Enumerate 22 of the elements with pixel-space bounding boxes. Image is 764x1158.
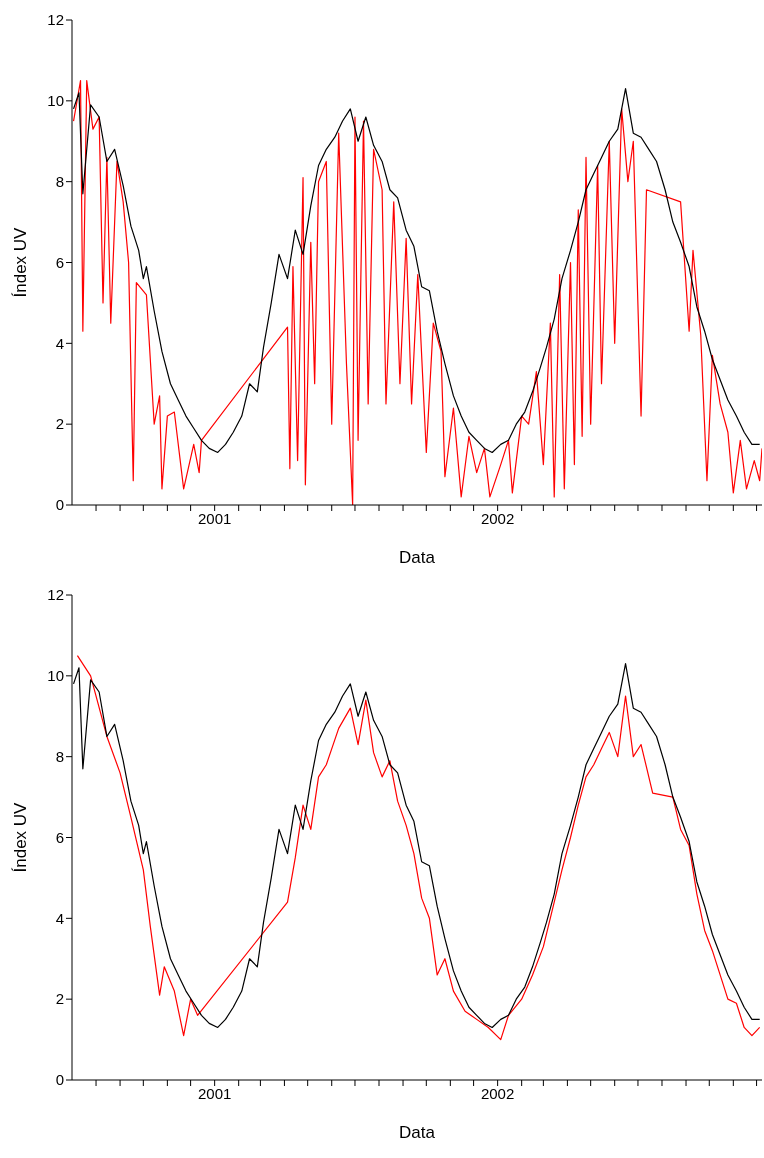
- y-tick-label: 8: [55, 747, 64, 765]
- y-tick-label: 8: [55, 172, 64, 190]
- y-tick-label: 2: [55, 990, 64, 1008]
- y-axis-title: Índex UV: [11, 226, 31, 298]
- y-tick-label: 2: [55, 415, 64, 433]
- x-tick-label: 2001: [197, 1084, 232, 1102]
- y-axis-title: Índex UV: [11, 801, 31, 873]
- y-tick-label: 0: [55, 496, 64, 514]
- y-tick-label: 4: [55, 334, 64, 352]
- x-tick-label: 2001: [197, 509, 232, 527]
- y-tick-label: 0: [55, 1071, 64, 1089]
- y-tick-label: 6: [55, 828, 64, 846]
- y-tick-label: 10: [47, 92, 64, 110]
- x-axis-title: Data: [399, 548, 436, 567]
- y-tick-label: 12: [47, 11, 64, 29]
- x-tick-label: 2002: [480, 1084, 515, 1102]
- y-tick-label: 6: [55, 253, 64, 271]
- x-axis-title: Data: [399, 1123, 436, 1142]
- x-tick-label: 2002: [480, 509, 515, 527]
- y-tick-label: 12: [47, 586, 64, 604]
- y-tick-label: 4: [55, 909, 64, 927]
- y-tick-label: 10: [47, 667, 64, 685]
